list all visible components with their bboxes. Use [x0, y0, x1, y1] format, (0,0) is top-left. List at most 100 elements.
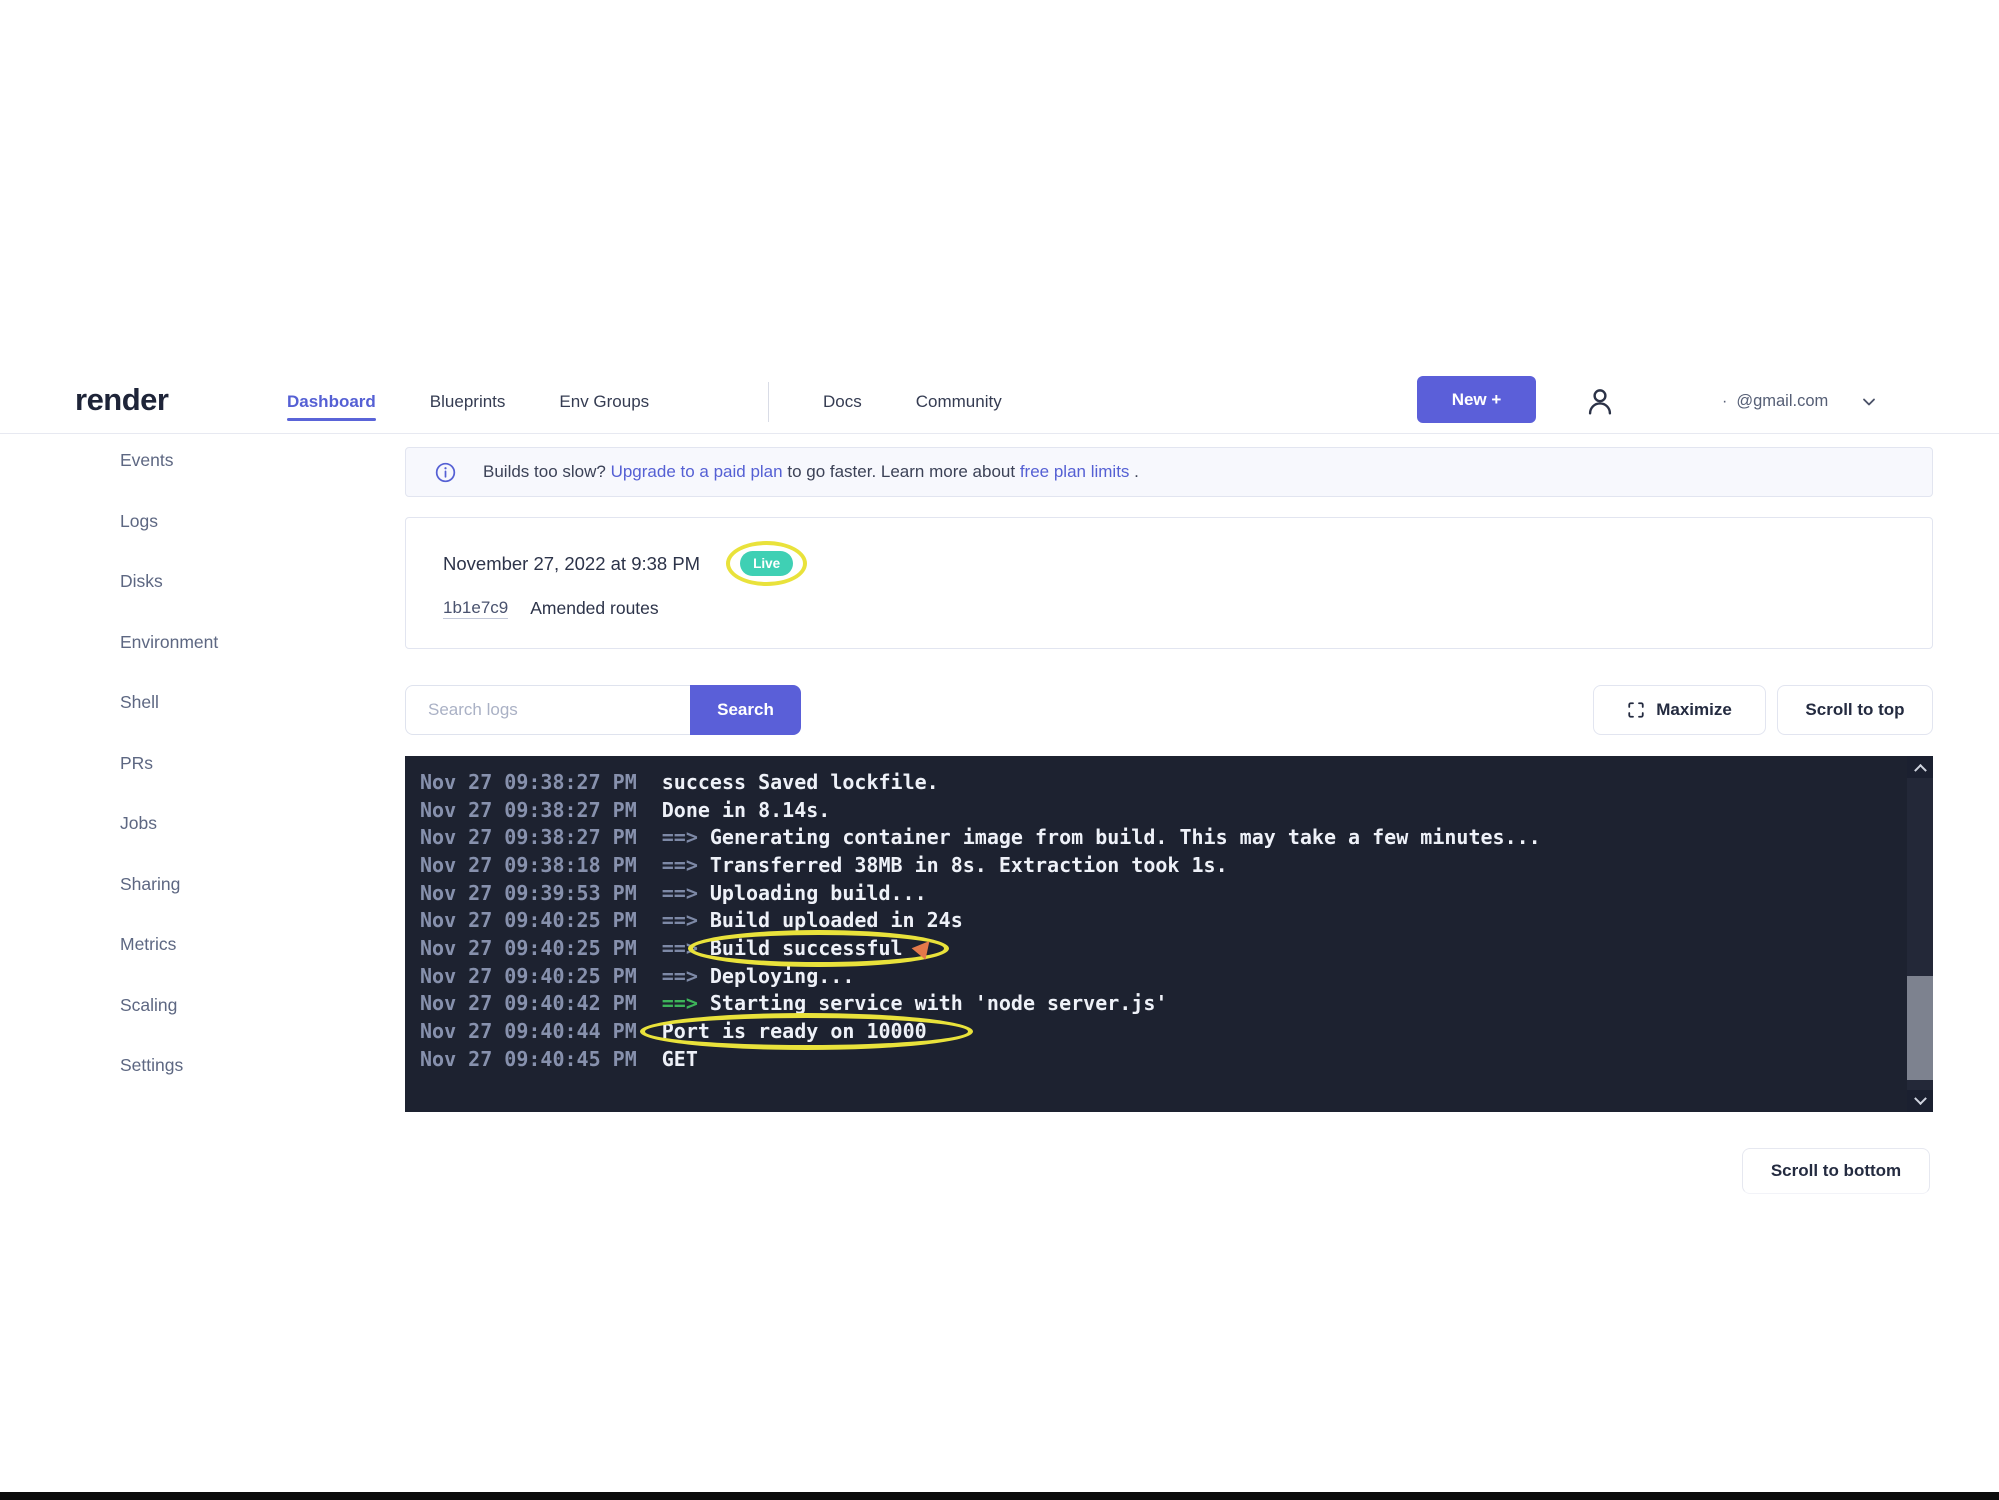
free-plan-banner: Builds too slow? Upgrade to a paid plan … [405, 447, 1933, 497]
log-timestamp: Nov 27 09:40:25 PM [420, 963, 637, 988]
log-lines: Nov 27 09:38:27 PM success Saved lockfil… [405, 756, 1933, 1073]
banner-text-part: to go faster. Learn more about [787, 462, 1020, 481]
log-toolbar: Search Maximize Scroll to top [405, 685, 1933, 735]
log-arrow: ==> [661, 963, 698, 988]
scroll-to-top-button[interactable]: Scroll to top [1777, 685, 1933, 735]
scrollbar-thumb[interactable] [1907, 976, 1933, 1080]
log-line: Nov 27 09:38:18 PM ==> Transferred 38MB i… [420, 851, 1893, 879]
log-text: Starting service with 'node server.js' [709, 991, 1168, 1016]
live-status-badge: Live [740, 551, 794, 576]
log-arrow: ==> [661, 880, 698, 905]
sidebar-item[interactable]: Events [120, 450, 174, 470]
log-line: Nov 27 09:38:27 PM ==> Generating contain… [420, 823, 1893, 851]
deploy-date: November 27, 2022 at 9:38 PM [443, 552, 701, 574]
sidebar-item[interactable]: PRs [120, 752, 154, 773]
log-line: Nov 27 09:40:42 PM ==> Starting service w… [420, 990, 1893, 1018]
log-text: GET [661, 1046, 698, 1071]
commit-message: Amended routes [530, 598, 659, 618]
render-logo[interactable]: render [75, 382, 169, 417]
log-text: Port is ready on 10000 [639, 1013, 973, 1051]
nav-item[interactable]: Blueprints [429, 391, 506, 411]
maximize-icon [1627, 701, 1645, 719]
log-message: ==> Generating container image from build… [662, 825, 1541, 849]
nav-primary: Dashboard Blueprints Env Groups [287, 370, 649, 433]
sidebar-item[interactable]: Jobs [120, 813, 157, 833]
log-message: ==> Starting service with 'node server.js… [662, 991, 1168, 1015]
log-timestamp: Nov 27 09:38:27 PM [420, 825, 637, 850]
nav-item[interactable]: Dashboard [287, 370, 376, 433]
log-text: Generating container image from build. T… [709, 825, 1541, 850]
info-icon [434, 461, 457, 484]
log-message: success Saved lockfile. [662, 770, 939, 794]
log-arrow: ==> [661, 991, 698, 1016]
log-message: ==> Uploading build... [662, 881, 927, 905]
log-arrow: ==> [661, 852, 698, 877]
log-line: Nov 27 09:40:44 PM Port is ready on 1000… [420, 1013, 1893, 1051]
account-email: @gmail.com [1736, 392, 1829, 410]
sidebar-item[interactable]: Environment [120, 631, 219, 652]
log-timestamp: Nov 27 09:40:42 PM [420, 991, 637, 1016]
account-dot: · [1722, 392, 1728, 410]
scroll-to-top-label: Scroll to top [1805, 700, 1905, 719]
banner-text-part: . [1134, 462, 1139, 481]
log-line: Nov 27 09:39:53 PM ==> Uploading build... [420, 879, 1893, 907]
log-message: ==> Build uploaded in 24s [662, 908, 963, 932]
search-button[interactable]: Search [690, 685, 801, 735]
banner-text-part: Upgrade to a paid plan [610, 462, 783, 481]
log-timestamp: Nov 27 09:38:27 PM [420, 797, 637, 822]
nav-item[interactable]: Docs [823, 391, 862, 411]
log-line: Nov 27 09:40:45 PM GET [420, 1045, 1893, 1073]
sidebar-item[interactable]: Shell [120, 692, 159, 712]
chevron-down-icon [1859, 392, 1879, 412]
scrollbar-up-arrow-icon[interactable] [1907, 756, 1933, 778]
party-popper-emoji [911, 935, 936, 961]
log-timestamp: Nov 27 09:39:53 PM [420, 880, 637, 905]
scrollbar-down-arrow-icon[interactable] [1907, 1090, 1933, 1112]
new-button[interactable]: New + [1417, 376, 1536, 423]
maximize-button[interactable]: Maximize [1593, 685, 1766, 735]
log-timestamp: Nov 27 09:40:44 PM [420, 1019, 637, 1044]
scroll-to-bottom-button[interactable]: Scroll to bottom [1742, 1148, 1930, 1194]
log-text: success Saved lockfile. [661, 769, 939, 794]
deploy-card: November 27, 2022 at 9:38 PM Live 1b1e7c… [405, 517, 1933, 649]
log-timestamp: Nov 27 09:40:45 PM [420, 1046, 637, 1071]
new-button-label: New + [1451, 389, 1502, 409]
sidebar-item[interactable]: Metrics [120, 934, 177, 954]
sidebar: Events Logs Disks Environment Shell PRs … [120, 450, 218, 1116]
banner-text-part: free plan limits [1019, 462, 1130, 481]
log-timestamp: Nov 27 09:38:18 PM [420, 852, 637, 877]
log-arrow: ==> [661, 935, 698, 960]
banner-text: Builds too slow? Upgrade to a paid plan … [483, 462, 1139, 482]
sidebar-item[interactable]: Disks [120, 571, 163, 591]
sidebar-item[interactable]: Sharing [120, 873, 181, 894]
log-text: Build uploaded in 24s [709, 908, 963, 933]
log-message: Done in 8.14s. [662, 798, 831, 822]
log-text: Uploading build... [709, 880, 927, 905]
log-message: ==> Deploying... [662, 964, 855, 988]
sidebar-item[interactable]: Scaling [120, 994, 178, 1015]
log-text: Done in 8.14s. [661, 797, 831, 822]
log-line: Nov 27 09:40:25 PM ==> Deploying... [420, 962, 1893, 990]
sidebar-item[interactable]: Settings [120, 1055, 184, 1075]
log-text: Deploying... [709, 963, 855, 988]
log-line: Nov 27 09:40:25 PM ==> Build uploaded in … [420, 906, 1893, 934]
log-text: Build successful [687, 929, 949, 967]
search-logs-input[interactable] [405, 685, 691, 735]
sidebar-item[interactable]: Logs [120, 510, 158, 531]
nav-item[interactable]: Env Groups [559, 391, 650, 411]
user-avatar-icon[interactable] [1578, 380, 1622, 424]
log-timestamp: Nov 27 09:40:25 PM [420, 935, 637, 960]
bottom-black-bar [0, 1492, 1999, 1500]
log-arrow: ==> [661, 908, 698, 933]
log-line: Nov 27 09:38:27 PM Done in 8.14s. [420, 796, 1893, 824]
maximize-label: Maximize [1656, 700, 1732, 719]
console-scrollbar[interactable] [1907, 756, 1933, 1112]
account-menu[interactable]: · @gmail.com [1722, 370, 1879, 433]
log-timestamp: Nov 27 09:40:25 PM [420, 908, 637, 933]
log-arrow: ==> [661, 825, 698, 850]
nav-item[interactable]: Community [915, 391, 1002, 411]
top-navigation-bar: render Dashboard Blueprints Env Groups D… [0, 370, 1999, 434]
log-line: Nov 27 09:38:27 PM success Saved lockfil… [420, 768, 1893, 796]
commit-hash-link[interactable]: 1b1e7c9 [443, 598, 509, 619]
log-message: Port is ready on 10000 [639, 1013, 973, 1051]
